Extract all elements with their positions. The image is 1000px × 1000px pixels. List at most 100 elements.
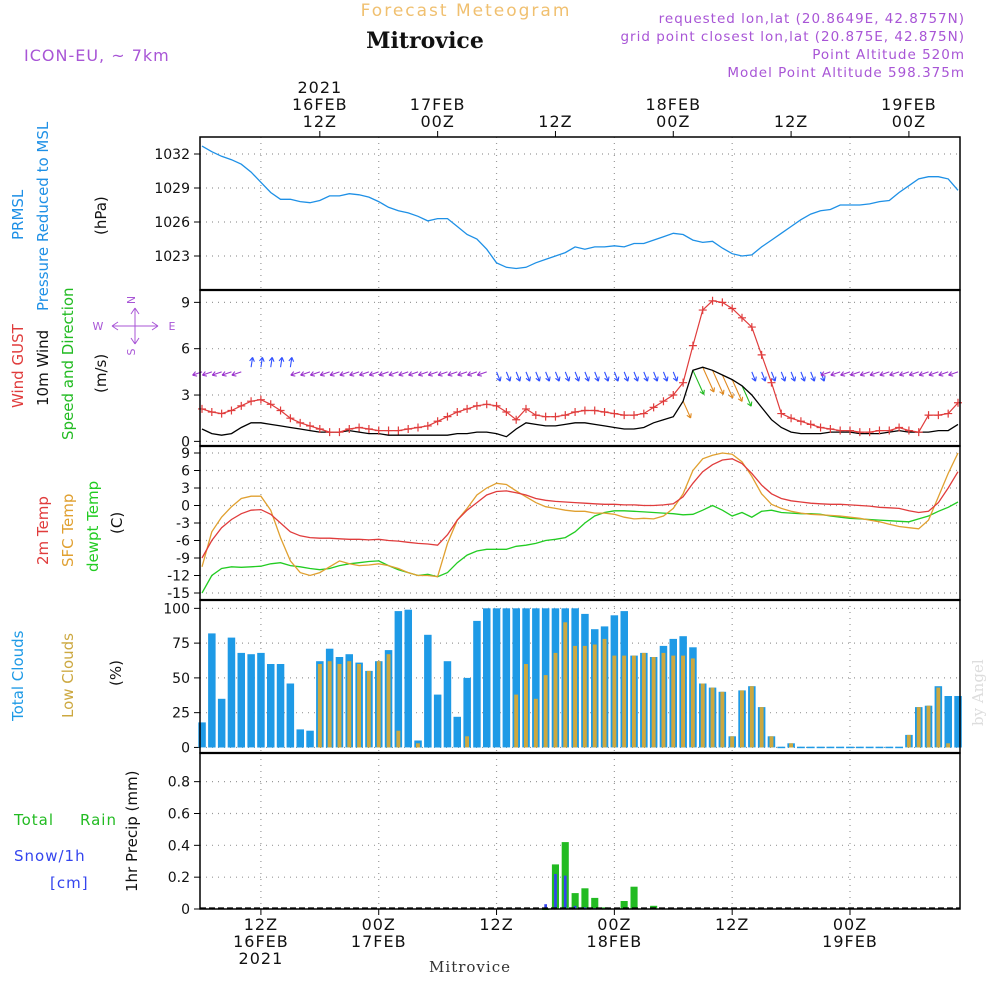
top-time-label: 18FEB — [645, 95, 701, 114]
wind-panel: 0 3 6 9 Wind GUST 10m Wind Speed and Direct… — [9, 287, 962, 450]
wind-arrow — [525, 371, 531, 382]
total-cloud-bar — [217, 698, 226, 748]
top-time-label: 00Z — [420, 112, 454, 131]
gust-point — [610, 409, 619, 418]
total-cloud-bar — [247, 654, 255, 748]
compass-n: N — [125, 296, 138, 304]
low-cloud-bar — [573, 645, 577, 748]
wind-arrow — [849, 371, 860, 377]
y-tick-label: 25 — [172, 706, 190, 722]
gust-point — [404, 425, 413, 434]
wind-arrow — [564, 371, 571, 382]
low-cloud-bar — [789, 743, 793, 748]
low-cloud-bar — [357, 664, 361, 748]
y-tick-label: -9 — [176, 551, 190, 567]
wind-arrow — [545, 371, 551, 382]
wind-arrow — [398, 371, 409, 377]
precip-label-cm: [cm] — [50, 874, 89, 892]
y-tick-label: 6 — [181, 342, 190, 358]
gust-point — [276, 406, 285, 415]
gust-point — [551, 412, 560, 421]
wind-unit: (m/s) — [92, 354, 110, 393]
wind-arrow — [731, 379, 744, 402]
wind-arrow — [761, 371, 767, 382]
gust-point — [649, 403, 658, 412]
rain-bar — [561, 842, 569, 909]
wind-arrow — [300, 371, 311, 377]
wind-arrow — [682, 400, 692, 419]
low-cloud-bar — [386, 654, 391, 748]
low-cloud-bar — [592, 644, 597, 748]
bottom-time-label: 16FEB — [233, 932, 289, 951]
total-cloud-bar — [306, 730, 314, 748]
wind-arrow — [820, 371, 826, 382]
temperature-y-ticks: -15-12 -9-6 -30 36 9 — [167, 446, 960, 602]
gust-point — [914, 428, 923, 437]
low-cloud-bar — [700, 683, 705, 748]
wind-arrow — [319, 371, 330, 377]
wind-arrow — [535, 371, 541, 382]
gust-point — [679, 378, 688, 387]
snow-bar — [573, 905, 577, 909]
low-cloud-bar — [926, 705, 931, 748]
clouds-label-total: Total Clouds — [9, 630, 27, 722]
low-cloud-bar — [632, 655, 636, 748]
gust-point — [374, 426, 383, 435]
y-tick-label: -3 — [176, 516, 190, 532]
wind-arrow — [859, 371, 870, 377]
y-tick-label: 1029 — [154, 181, 190, 197]
gust-point — [364, 425, 373, 434]
wind-arrow — [278, 356, 285, 368]
gust-point — [492, 401, 501, 410]
wind-arrow — [633, 371, 639, 382]
gust-point — [855, 428, 864, 437]
y-tick-label: -15 — [167, 586, 190, 602]
total-cloud-bar — [492, 608, 501, 748]
precip-bars — [200, 842, 960, 910]
gust-point — [620, 411, 629, 420]
low-cloud-bar — [337, 664, 342, 748]
top-time-label: 12Z — [303, 112, 337, 131]
wind-arrow — [899, 371, 910, 377]
wind-arrow — [515, 371, 522, 382]
location-title: Mitrovice — [366, 28, 484, 54]
gust-point — [669, 391, 678, 400]
total-cloud-bar — [532, 608, 540, 748]
total-cloud-bar — [257, 652, 265, 748]
dewpoint-line — [201, 501, 959, 594]
rain-bar — [601, 907, 609, 909]
wind-arrow — [554, 371, 561, 382]
low-cloud-bar — [671, 655, 676, 748]
gust-point — [394, 426, 403, 435]
top-time-label: 16FEB — [292, 95, 348, 114]
wind-arrow — [594, 371, 600, 382]
y-tick-label: 0 — [181, 902, 190, 918]
wind-arrow — [643, 371, 649, 382]
compass-arrows-icon — [111, 307, 159, 345]
gust-point — [865, 428, 874, 437]
footer-location: Mitrovice — [429, 958, 511, 976]
gust-point — [600, 408, 609, 417]
temp-label-sfc: SFC Temp — [59, 494, 77, 567]
wind-arrow — [702, 367, 715, 393]
gust-point — [630, 411, 638, 420]
panel-frames — [199, 136, 961, 910]
total-cloud-bar — [433, 694, 442, 748]
total-cloud-bar — [954, 696, 962, 748]
low-cloud-bar — [710, 687, 715, 748]
compass-s: S — [125, 348, 138, 355]
bottom-time-label: 12Z — [715, 915, 749, 934]
wind-arrow — [467, 371, 478, 377]
low-cloud-bar — [690, 658, 695, 748]
wind-arrow — [770, 371, 777, 382]
gust-point — [335, 428, 344, 437]
bottom-time-label: 17FEB — [351, 932, 407, 951]
wind-label-10m: 10m Wind — [34, 330, 52, 406]
point-altitude: Point Altitude 520m — [812, 47, 965, 63]
wind-arrow — [928, 371, 939, 377]
bottom-time-label: 19FEB — [822, 932, 878, 951]
snow-bar — [544, 904, 547, 909]
gust-point — [924, 411, 933, 420]
pressure-y-ticks: 1023 1026 1029 1032 — [154, 147, 960, 265]
gust-point — [787, 414, 796, 423]
